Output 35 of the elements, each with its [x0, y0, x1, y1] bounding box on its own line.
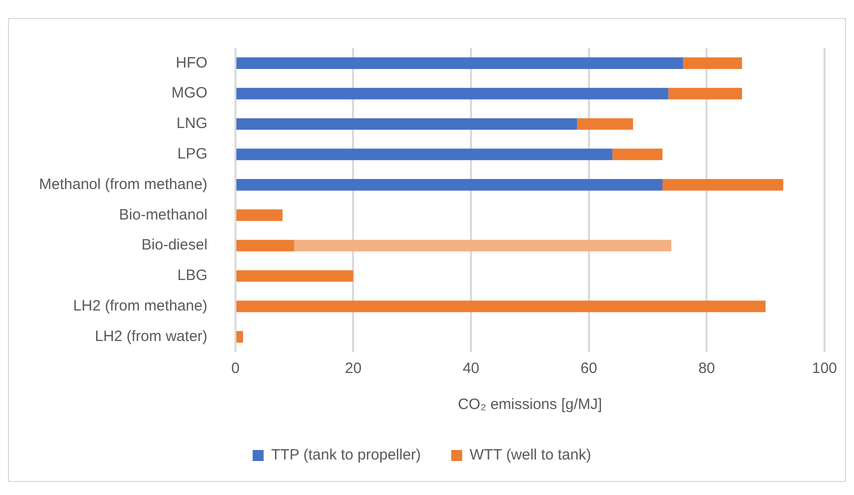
y-tick-label: HFO: [176, 54, 208, 72]
bar: [236, 300, 766, 312]
bar: [236, 209, 283, 221]
bar: [236, 88, 668, 100]
bar: [236, 57, 684, 69]
y-tick-label: Bio-methanol: [119, 206, 208, 224]
bar: [577, 118, 634, 130]
y-tick-label: LPG: [177, 146, 208, 163]
y-tick-label: LBG: [177, 267, 208, 284]
y-tick-label: MGO: [172, 84, 208, 102]
x-tick-label: 60: [580, 360, 598, 378]
y-tick-label: LH2 (from water): [94, 328, 208, 345]
x-tick-label: 40: [462, 360, 480, 378]
y-tick-label: LH2 (from methane): [73, 298, 208, 315]
x-axis-title: CO₂ emissions [g/MJ]: [458, 396, 602, 414]
legend-label: TTP (tank to propeller): [271, 446, 421, 464]
bar: [236, 270, 354, 282]
bar: [236, 118, 578, 130]
y-tick-label: Methanol (from methane): [39, 176, 208, 193]
y-tick-label: LNG: [176, 115, 208, 132]
bar: [668, 88, 742, 100]
x-tick-label: 0: [231, 360, 240, 378]
bar: [236, 240, 294, 252]
y-tick-label: Bio-diesel: [142, 236, 208, 254]
bar: [612, 148, 662, 160]
legend-label: WTT (well to tank): [470, 446, 592, 464]
x-tick-label: 80: [698, 360, 716, 378]
x-tick-label: 100: [812, 360, 837, 378]
x-tick-label: 20: [344, 360, 362, 378]
bar: [236, 179, 662, 191]
bar: [236, 331, 244, 343]
bar: [294, 240, 672, 252]
bar: [662, 179, 784, 191]
bar: [236, 148, 612, 160]
bar: [683, 57, 742, 69]
